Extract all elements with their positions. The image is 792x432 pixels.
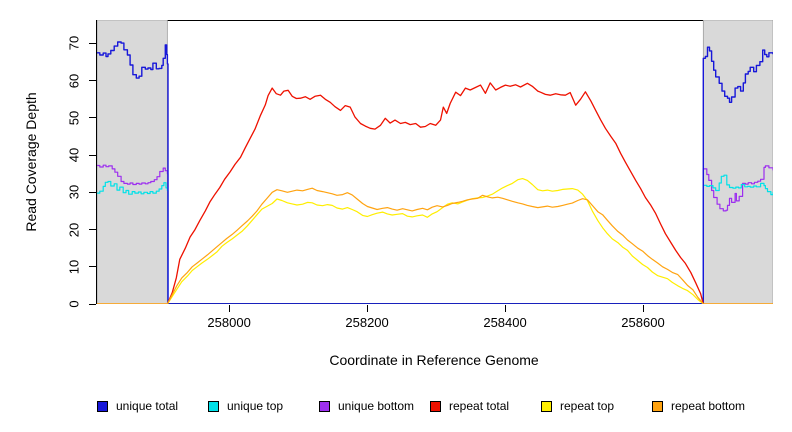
x-axis-tick xyxy=(366,305,368,312)
legend-label: unique bottom xyxy=(338,399,415,413)
legend-swatch-icon xyxy=(208,400,219,412)
y-axis-tick-label: 40 xyxy=(66,147,82,163)
legend-swatch-icon xyxy=(319,400,330,412)
plot-svg xyxy=(97,20,773,304)
series-unique-total-line xyxy=(97,41,773,304)
legend-entry-repeat-total: repeat total xyxy=(430,397,509,415)
y-axis-title: Read Coverage Depth xyxy=(23,92,39,232)
x-axis-tick-label: 258200 xyxy=(345,315,389,330)
legend-swatch-icon xyxy=(652,400,663,412)
legend-label: unique top xyxy=(227,399,284,413)
y-axis-tick-label: 20 xyxy=(66,222,82,237)
legend-swatch-icon xyxy=(97,400,108,412)
y-axis-tick-label: 70 xyxy=(66,36,82,51)
y-axis-tick xyxy=(89,80,96,82)
x-axis-tick-label: 258600 xyxy=(621,315,665,330)
y-axis-tick xyxy=(89,191,96,193)
x-axis-title: Coordinate in Reference Genome xyxy=(329,352,539,368)
series-unique-bottom-line xyxy=(97,164,773,304)
series-repeat-bottom-line xyxy=(97,187,773,304)
y-axis-tick-label: 30 xyxy=(66,185,82,200)
legend-entry-unique-total: unique total xyxy=(97,397,178,415)
x-axis-tick-label: 258400 xyxy=(483,315,527,330)
y-axis-tick xyxy=(89,154,96,156)
legend-label: repeat total xyxy=(449,399,510,413)
legend-swatch-icon xyxy=(430,400,441,412)
y-axis-tick-label: 10 xyxy=(66,259,82,274)
y-axis-tick xyxy=(89,229,96,231)
x-axis-tick xyxy=(504,305,506,312)
legend-entry-unique-bottom: unique bottom xyxy=(319,397,414,415)
legend-label: repeat bottom xyxy=(671,399,746,413)
y-axis-tick-label: 60 xyxy=(66,73,82,88)
legend-entry-repeat-bottom: repeat bottom xyxy=(652,397,745,415)
x-axis-tick xyxy=(228,305,230,312)
legend-label: unique total xyxy=(116,399,179,413)
legend-entry-repeat-top: repeat top xyxy=(541,397,614,415)
series-unique-top-line xyxy=(97,174,773,304)
y-axis-tick xyxy=(89,117,96,119)
legend-entry-unique-top: unique top xyxy=(208,397,283,415)
plot-area xyxy=(96,20,773,304)
legend-label: repeat top xyxy=(560,399,615,413)
legend: unique total unique top unique bottom repea… xyxy=(0,397,792,417)
series-repeat-total-line xyxy=(97,82,773,304)
x-axis-tick xyxy=(642,305,644,312)
y-axis-tick xyxy=(89,303,96,305)
shaded-region-flank-left xyxy=(97,20,168,304)
y-axis-tick xyxy=(89,42,96,44)
y-axis-tick-label: 50 xyxy=(66,110,82,126)
y-axis-tick-label: 0 xyxy=(66,300,82,308)
y-axis-tick xyxy=(89,266,96,268)
legend-swatch-icon xyxy=(541,400,552,412)
series-repeat-top-line xyxy=(97,178,773,304)
x-axis-tick-label: 258000 xyxy=(207,315,251,330)
